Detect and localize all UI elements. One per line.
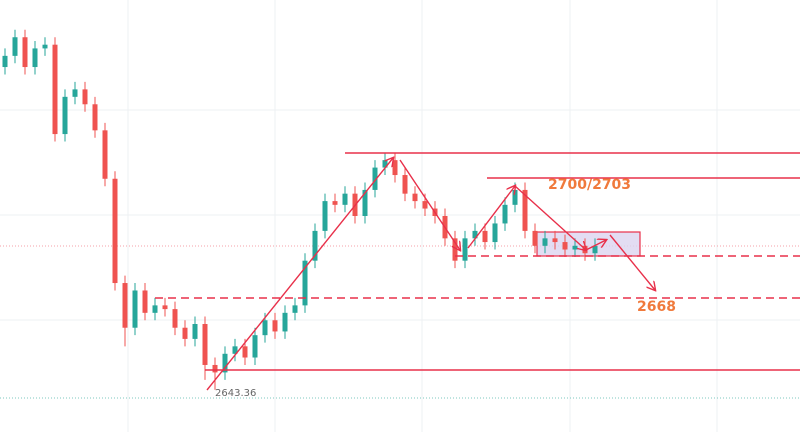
candle-body [502,204,508,224]
candle-body [402,175,408,194]
candle-body [312,230,318,261]
candle-body [362,189,368,216]
candles [2,29,598,390]
candle-body [522,189,528,231]
candle-body [122,283,128,328]
candle-body [32,48,38,68]
candle-body [62,96,68,135]
candle-body [592,245,598,254]
candle-body [292,305,298,313]
candle-body [192,324,198,339]
candle-body [132,290,138,328]
candle-body [42,44,48,49]
target-label: 2668 [637,299,676,315]
candle-body [282,312,288,332]
low-label: 2643.36 [215,388,256,399]
candle-body [102,130,108,179]
candle-body [222,353,228,373]
candle-body [372,167,378,190]
candle-body [252,335,258,358]
candle-body [52,44,58,135]
candle-body [182,327,188,339]
level-label: 2700/2703 [548,177,631,193]
candle-body [202,324,208,365]
candle-body [472,230,478,239]
candle-body [462,238,468,261]
annotation-lines [155,152,800,391]
candle-body [552,238,558,243]
candle-body [332,201,338,205]
candle-body [212,364,218,373]
candle-body [322,201,328,231]
candle-body [392,160,398,176]
candle-body [572,245,578,250]
candle-body [142,290,148,313]
candle-body [492,223,498,243]
candle-body [482,230,488,243]
candle-body [82,89,88,105]
candle-body [172,309,178,328]
candle-body [422,201,428,209]
candle-body [152,305,158,313]
candle-body [232,346,238,354]
candle-body [72,89,78,97]
candle-body [162,305,168,310]
candle-body [542,238,548,246]
candle-body [412,193,418,202]
candle-body [562,242,568,250]
candle-body [2,55,8,68]
candle-body [112,178,118,284]
candle-body [92,104,98,131]
candle-body [22,37,28,68]
candle-body [272,320,278,332]
candle-body [242,346,248,358]
candle-body [302,260,308,306]
candle-body [342,193,348,205]
candle-body [532,230,538,246]
candle-body [512,189,518,205]
candle-body [262,320,268,336]
candle-body [12,37,18,56]
